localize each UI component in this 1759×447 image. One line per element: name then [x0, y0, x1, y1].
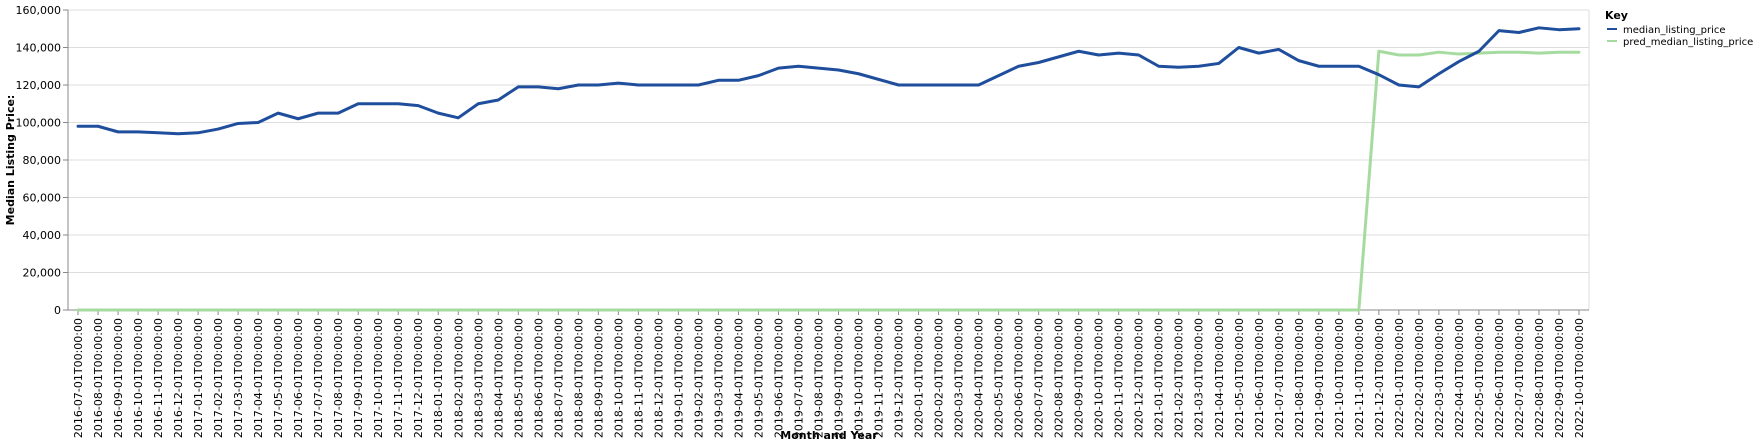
- x-tick-label: 2021-02-01T00:00:00: [1173, 318, 1186, 438]
- x-tick-label: 2021-09-01T00:00:00: [1313, 318, 1326, 438]
- x-tick-label: 2019-02-01T00:00:00: [692, 318, 705, 438]
- y-tick-label: 80,000: [23, 154, 62, 167]
- x-tick-label: 2017-03-01T00:00:00: [232, 318, 245, 438]
- x-tick-label: 2022-09-01T00:00:00: [1553, 318, 1566, 438]
- x-tick-label: 2020-09-01T00:00:00: [1073, 318, 1086, 438]
- series-line-median_listing_price: [76, 26, 1581, 136]
- x-tick-label: 2018-02-01T00:00:00: [452, 318, 465, 438]
- x-tick-label: 2020-07-01T00:00:00: [1033, 318, 1046, 438]
- x-tick-label: 2020-11-01T00:00:00: [1113, 318, 1126, 438]
- series-line-pred_median_listing_price: [76, 49, 1581, 312]
- x-tick-label: 2022-05-01T00:00:00: [1473, 318, 1486, 438]
- y-tick-label: 0: [54, 304, 61, 317]
- x-tick-label: 2019-08-01T00:00:00: [812, 318, 825, 438]
- x-tick-label: 2017-05-01T00:00:00: [272, 318, 285, 438]
- x-tick-label: 2021-01-01T00:00:00: [1153, 318, 1166, 438]
- x-tick-label: 2021-07-01T00:00:00: [1273, 318, 1286, 438]
- legend-title: Key: [1605, 9, 1628, 22]
- x-tick-label: 2021-08-01T00:00:00: [1293, 318, 1306, 438]
- x-tick-label: 2016-11-01T00:00:00: [152, 318, 165, 438]
- x-tick-label: 2022-06-01T00:00:00: [1493, 318, 1506, 438]
- x-tick-label: 2019-10-01T00:00:00: [853, 318, 866, 438]
- x-tick-label: 2021-11-01T00:00:00: [1353, 318, 1366, 438]
- y-tick-label: 20,000: [23, 267, 62, 280]
- x-tick-label: 2020-02-01T00:00:00: [933, 318, 946, 438]
- y-tick-label: 40,000: [23, 229, 62, 242]
- x-tick-label: 2022-03-01T00:00:00: [1433, 318, 1446, 438]
- x-tick-label: 2019-11-01T00:00:00: [873, 318, 886, 438]
- x-tick-label: 2018-10-01T00:00:00: [612, 318, 625, 438]
- grid-lines: [68, 9, 1590, 311]
- x-tick-label: 2021-12-01T00:00:00: [1373, 318, 1386, 438]
- x-tick-label: 2017-01-01T00:00:00: [192, 318, 205, 438]
- x-tick-label: 2016-12-01T00:00:00: [172, 318, 185, 438]
- x-tick-label: 2021-10-01T00:00:00: [1333, 318, 1346, 438]
- legend-label: pred_median_listing_price: [1623, 37, 1753, 48]
- x-tick-label: 2020-05-01T00:00:00: [993, 318, 1006, 438]
- x-tick-label: 2018-12-01T00:00:00: [652, 318, 665, 438]
- x-tick-label: 2022-07-01T00:00:00: [1513, 318, 1526, 438]
- x-tick-label: 2020-08-01T00:00:00: [1053, 318, 1066, 438]
- x-tick-label: 2019-05-01T00:00:00: [752, 318, 765, 438]
- y-tick-label: 60,000: [23, 192, 62, 205]
- x-tick-label: 2018-05-01T00:00:00: [512, 318, 525, 438]
- y-axis: 0 20,000 40,000 60,000 80,000 100,000 120,000 1…: [16, 4, 69, 317]
- x-tick-label: 2018-01-01T00:00:00: [432, 318, 445, 438]
- x-tick-label: 2022-01-01T00:00:00: [1393, 318, 1406, 438]
- x-tick-label: 2019-12-01T00:00:00: [893, 318, 906, 438]
- x-tick-label: 2019-06-01T00:00:00: [772, 318, 785, 438]
- y-tick-label: 160,000: [16, 4, 62, 17]
- x-tick-label: 2018-06-01T00:00:00: [532, 318, 545, 438]
- x-tick-label: 2016-08-01T00:00:00: [92, 318, 105, 438]
- x-tick-label: 2020-04-01T00:00:00: [973, 318, 986, 438]
- x-tick-label: 2018-04-01T00:00:00: [492, 318, 505, 438]
- x-tick-label: 2018-08-01T00:00:00: [572, 318, 585, 438]
- x-axis-title: Month and Year: [780, 429, 878, 442]
- x-tick-label: 2022-04-01T00:00:00: [1453, 318, 1466, 438]
- x-tick-label: 2022-02-01T00:00:00: [1413, 318, 1426, 438]
- x-tick-label: 2019-04-01T00:00:00: [732, 318, 745, 438]
- x-tick-label: 2021-06-01T00:00:00: [1253, 318, 1266, 438]
- x-tick-label: 2017-11-01T00:00:00: [392, 318, 405, 438]
- x-tick-label: 2020-06-01T00:00:00: [1013, 318, 1026, 438]
- x-axis: 2016-07-01T00:00:00 2016-08-01T00:00:00 20…: [68, 309, 1589, 438]
- x-tick-label: 2019-01-01T00:00:00: [672, 318, 685, 438]
- x-tick-label: 2022-10-01T00:00:00: [1573, 318, 1586, 438]
- x-tick-label: 2022-08-01T00:00:00: [1533, 318, 1546, 438]
- x-tick-label: 2020-01-01T00:00:00: [913, 318, 926, 438]
- y-tick-label: 100,000: [16, 117, 62, 130]
- x-tick-label: 2018-09-01T00:00:00: [592, 318, 605, 438]
- x-tick-label: 2016-07-01T00:00:00: [72, 318, 85, 438]
- x-tick-label: 2017-04-01T00:00:00: [252, 318, 265, 438]
- x-tick-label: 2017-07-01T00:00:00: [312, 318, 325, 438]
- x-tick-label: 2018-11-01T00:00:00: [632, 318, 645, 438]
- legend: Key median_listing_pricepred_median_list…: [1605, 9, 1753, 48]
- x-tick-label: 2017-06-01T00:00:00: [292, 318, 305, 438]
- x-tick-label: 2021-04-01T00:00:00: [1213, 318, 1226, 438]
- y-tick-label: 140,000: [16, 42, 62, 55]
- x-tick-label: 2020-03-01T00:00:00: [953, 318, 966, 438]
- x-tick-label: 2016-10-01T00:00:00: [132, 318, 145, 438]
- x-tick-label: 2018-03-01T00:00:00: [472, 318, 485, 438]
- x-tick-label: 2021-05-01T00:00:00: [1233, 318, 1246, 438]
- x-tick-label: 2020-10-01T00:00:00: [1093, 318, 1106, 438]
- x-tick-label: 2016-09-01T00:00:00: [112, 318, 125, 438]
- y-axis-title: Median Listing Price:: [4, 95, 17, 226]
- x-tick-label: 2019-09-01T00:00:00: [833, 318, 846, 438]
- x-tick-label: 2017-08-01T00:00:00: [332, 318, 345, 438]
- series-lines: [76, 26, 1581, 312]
- y-tick-label: 120,000: [16, 79, 62, 92]
- x-tick-label: 2017-12-01T00:00:00: [412, 318, 425, 438]
- x-tick-label: 2019-07-01T00:00:00: [792, 318, 805, 438]
- x-tick-label: 2020-12-01T00:00:00: [1133, 318, 1146, 438]
- x-tick-label: 2017-09-01T00:00:00: [352, 318, 365, 438]
- x-tick-label: 2019-03-01T00:00:00: [712, 318, 725, 438]
- legend-label: median_listing_price: [1623, 25, 1726, 36]
- x-tick-label: 2017-02-01T00:00:00: [212, 318, 225, 438]
- x-tick-label: 2021-03-01T00:00:00: [1193, 318, 1206, 438]
- x-tick-label: 2018-07-01T00:00:00: [552, 318, 565, 438]
- x-tick-label: 2017-10-01T00:00:00: [372, 318, 385, 438]
